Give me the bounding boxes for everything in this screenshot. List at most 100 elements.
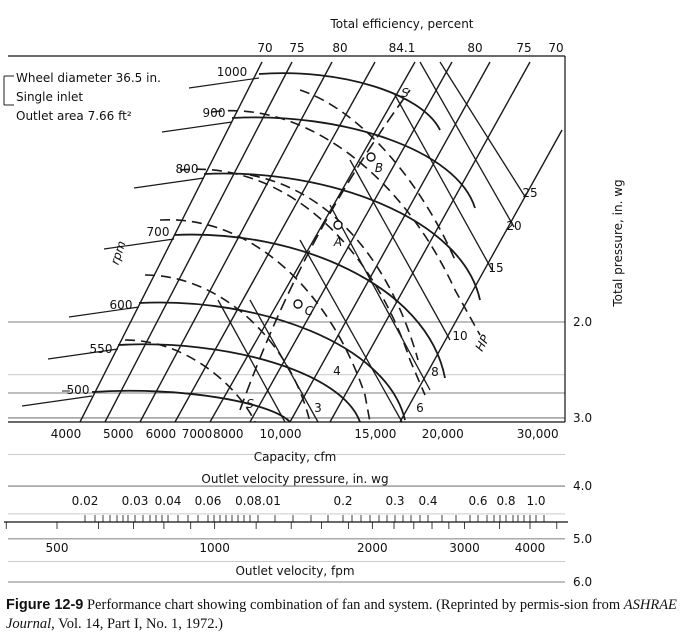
velocity-pressure-tick-label: 0.08.01	[235, 494, 281, 508]
efficiency-boundary-line	[249, 61, 453, 423]
horsepower-line	[329, 204, 431, 391]
horsepower-line	[349, 159, 451, 341]
plot-frame	[8, 55, 566, 423]
efficiency-boundary-line	[329, 61, 531, 423]
operating-point-B	[366, 152, 376, 162]
capacity-tick-label: 10,000	[260, 427, 302, 441]
fan-info-line-1: Wheel diameter 36.5 in.	[16, 71, 161, 85]
velocity-pressure-tick-label: 0.8	[496, 494, 515, 508]
hp-label-3: 3	[314, 401, 322, 415]
fan-speed-curve-left	[21, 395, 93, 407]
fan-speed-curve-left	[103, 238, 175, 250]
velocity-pressure-tick-label: 0.06	[195, 494, 222, 508]
rpm-label-1000: 1000	[217, 65, 248, 79]
velocity-tick-label: 4000	[515, 541, 546, 555]
operating-point-label-A: A	[333, 235, 342, 249]
fan-speed-curve	[91, 389, 291, 423]
efficiency-boundary-line	[174, 61, 376, 423]
efficiency-tick-label: 70	[257, 41, 272, 55]
horsepower-line	[249, 299, 319, 423]
capacity-tick-label: 6000	[146, 427, 177, 441]
velocity-pressure-tick-label: 0.3	[385, 494, 404, 508]
fan-performance-chart: 70 75 80 84.1 80 75 70 6.0 5.0 4.0 3.0 2.0 4000 5000 6…	[3, 17, 625, 589]
rpm-label-500: 500	[67, 383, 90, 397]
fan-speed-curve-left	[133, 177, 205, 189]
system-curve	[239, 89, 411, 411]
fan-speed-curve-left	[188, 77, 260, 89]
velocity-pressure-tick-label: 0.02	[72, 494, 99, 508]
top-axis-title: Total efficiency, percent	[329, 17, 473, 31]
horsepower-line	[299, 239, 403, 423]
efficiency-tick-label: 84.1	[389, 41, 416, 55]
system-curve-label-upper: S	[401, 86, 409, 100]
operating-point-label-B: B	[375, 161, 383, 175]
capacity-tick-label: 4000	[51, 427, 82, 441]
efficiency-boundary-line	[289, 61, 491, 423]
caption-journal: ASHRAE Journal	[6, 597, 677, 632]
fan-speed-curve-left	[68, 306, 140, 318]
pressure-tick-label: 2.0	[573, 315, 592, 329]
efficiency-curve-dashed	[211, 109, 481, 336]
horsepower-line	[439, 61, 525, 196]
velocity-tick-label: 1000	[199, 541, 230, 555]
efficiency-boundary-line	[399, 129, 563, 423]
chart-labels: 70 75 80 84.1 80 75 70 6.0 5.0 4.0 3.0 2.0 4000 5000 6…	[46, 41, 593, 589]
efficiency-tick-label: 80	[467, 41, 482, 55]
efficiency-curve-dashed	[179, 168, 426, 396]
efficiency-tick-label: 70	[548, 41, 563, 55]
horsepower-line	[217, 299, 286, 423]
efficiency-tick-label: 75	[289, 41, 304, 55]
velocity-pressure-tick-label: 0.4	[418, 494, 437, 508]
fan-speed-curve	[231, 116, 476, 209]
hp-label-20: 20	[506, 219, 521, 233]
velocity-pressure-tick-label: 0.03	[122, 494, 149, 508]
horsepower-line	[394, 94, 493, 271]
horsepower-line	[419, 61, 515, 228]
capacity-tick-label: 5000	[103, 427, 134, 441]
hp-label-10: 10	[452, 329, 467, 343]
velocity-pressure-tick-label: 0.6	[468, 494, 487, 508]
rpm-label-800: 800	[176, 162, 199, 176]
efficiency-boundary-line	[139, 61, 333, 423]
fan-speed-curve	[138, 301, 406, 421]
velocity-pressure-tick-label: 1.0	[526, 494, 545, 508]
x-axis-title: Capacity, cfm	[254, 450, 337, 464]
fan-speed-curve-left	[47, 348, 119, 360]
velocity-pressure-tick-label: 0.2	[333, 494, 352, 508]
efficiency-boundary-line	[209, 61, 416, 423]
capacity-tick-label: 30,000	[517, 427, 559, 441]
pressure-tick-label: 4.0	[573, 479, 592, 493]
rpm-label-900: 900	[203, 106, 226, 120]
capacity-tick-label: 7000	[182, 427, 213, 441]
right-axis-title: Total pressure, in. wg	[611, 179, 625, 307]
fan-info-line-3: Outlet area 7.66 ft²	[16, 109, 132, 123]
chart-curves	[21, 61, 563, 423]
pressure-tick-label: 6.0	[573, 575, 592, 589]
caption-text-2: , Vol. 14, Part I, No. 1, 1972.)	[51, 616, 223, 632]
fan-info-line-2: Single inlet	[16, 90, 83, 104]
hp-label-8: 8	[431, 365, 439, 379]
rpm-label-600: 600	[110, 298, 133, 312]
efficiency-curve-dashed	[124, 339, 256, 423]
pressure-tick-label: 3.0	[573, 411, 592, 425]
figure-label: Figure 12-9	[6, 597, 84, 613]
fan-speed-curve-left	[161, 121, 233, 133]
velocity-tick-label: 3000	[449, 541, 480, 555]
efficiency-tick-label: 75	[516, 41, 531, 55]
system-curve-label-lower: S	[246, 397, 254, 411]
velocity-pressure-axis-title: Outlet velocity pressure, in. wg	[201, 472, 388, 486]
efficiency-curve-dashed	[159, 219, 371, 423]
fan-speed-curve	[203, 172, 481, 301]
fan-speed-curve	[258, 72, 441, 131]
rpm-label-700: 700	[147, 225, 170, 239]
hp-axis-label: HP	[472, 332, 492, 354]
operating-point-label-C: C	[305, 304, 314, 318]
figure-caption: Figure 12-9 Performance chart showing co…	[6, 596, 692, 634]
rpm-axis-label: rpm	[108, 239, 129, 266]
hp-label-6: 6	[416, 401, 424, 415]
velocity-pressure-tick-label: 0.04	[155, 494, 182, 508]
hp-label-25: 25	[522, 186, 537, 200]
pressure-tick-label: 5.0	[573, 532, 592, 546]
hp-label-4: 4	[333, 364, 341, 378]
capacity-tick-label: 15,000	[354, 427, 396, 441]
